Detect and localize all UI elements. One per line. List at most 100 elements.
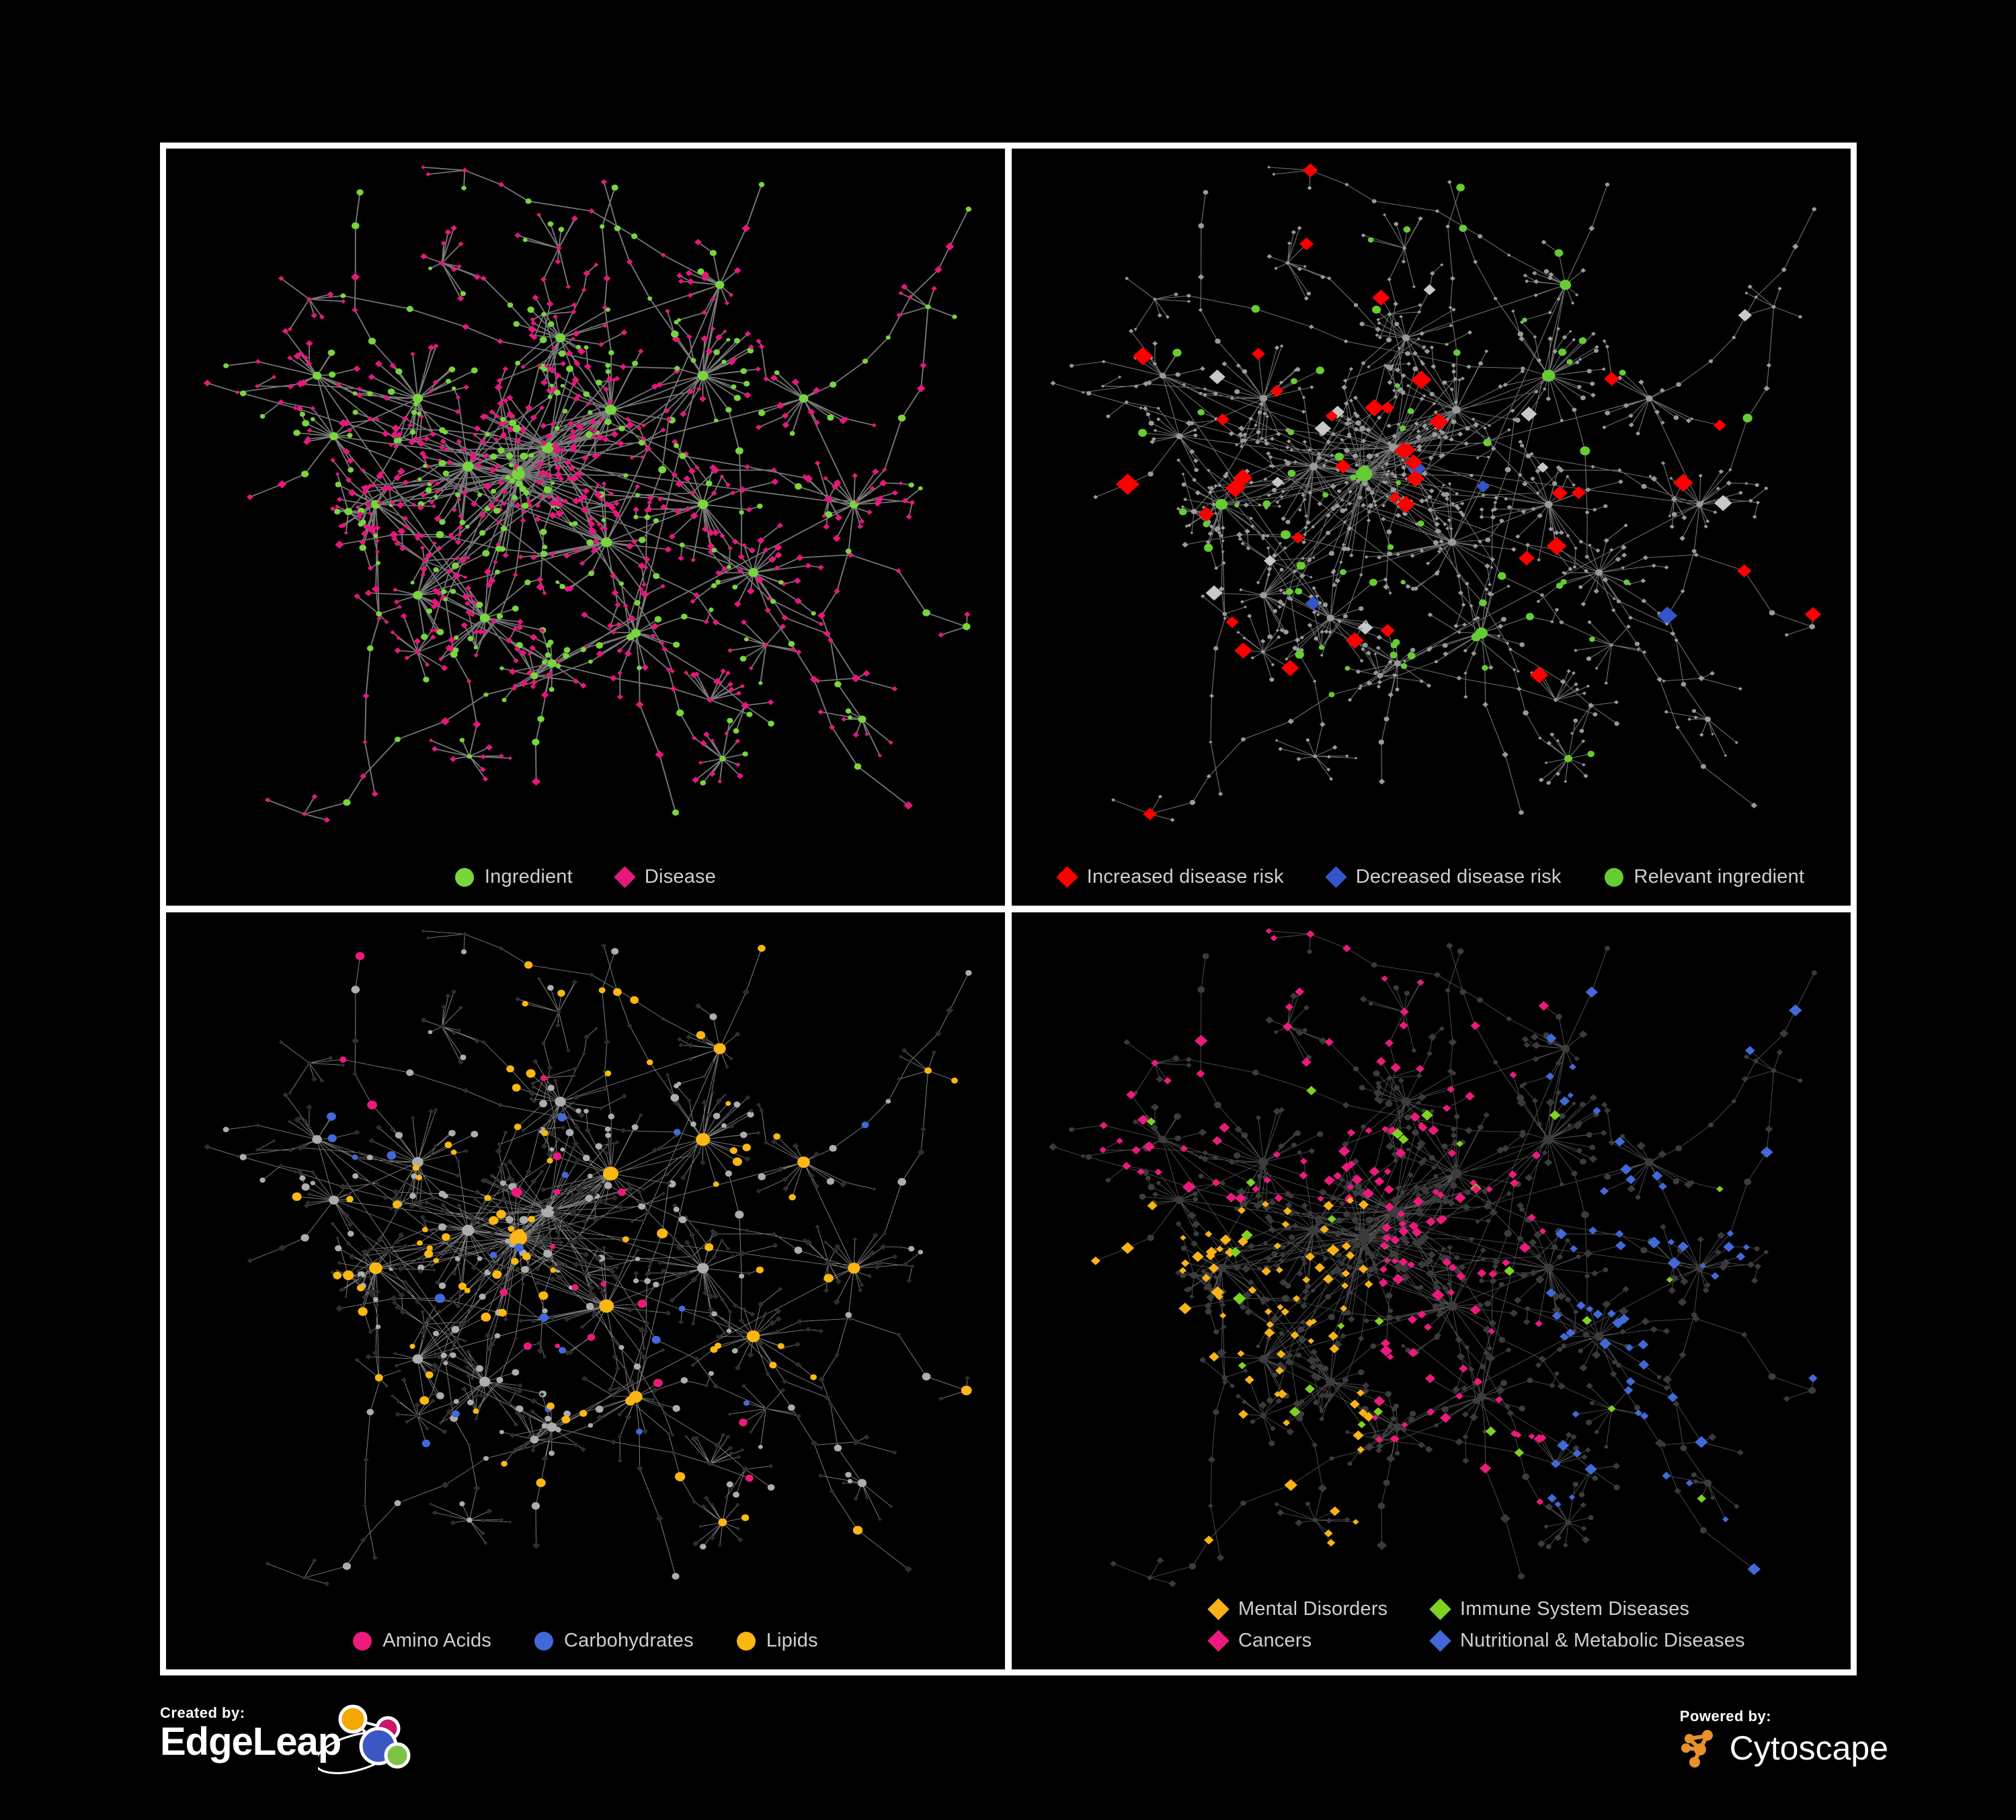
network-node[interactable] [531, 1084, 536, 1089]
network-node[interactable] [1401, 1427, 1407, 1433]
network-node[interactable] [737, 553, 745, 560]
network-node[interactable] [1364, 1280, 1373, 1288]
network-node[interactable] [1314, 1263, 1326, 1273]
network-node[interactable] [1212, 1136, 1223, 1146]
network-node[interactable] [1670, 631, 1676, 636]
network-node[interactable] [1709, 1495, 1716, 1501]
network-node[interactable] [735, 738, 741, 744]
network-node[interactable] [1353, 411, 1357, 416]
network-node[interactable] [514, 502, 522, 508]
network-node[interactable] [1262, 1201, 1269, 1208]
network-node[interactable] [725, 407, 732, 413]
network-node[interactable] [475, 1365, 484, 1372]
network-node[interactable] [1258, 1355, 1268, 1363]
network-node[interactable] [741, 1514, 750, 1521]
network-node[interactable] [1570, 301, 1575, 305]
network-node[interactable] [501, 489, 508, 495]
network-node[interactable] [1451, 363, 1456, 368]
network-node[interactable] [882, 467, 887, 473]
network-node[interactable] [1572, 1101, 1576, 1105]
network-node[interactable] [1131, 1146, 1141, 1154]
network-node[interactable] [1742, 413, 1752, 423]
network-node[interactable] [539, 405, 545, 411]
network-node[interactable] [1207, 1503, 1214, 1509]
network-node[interactable] [1580, 1502, 1586, 1508]
network-node[interactable] [1310, 1372, 1318, 1380]
network-node[interactable] [1202, 953, 1209, 959]
network-node[interactable] [474, 1417, 479, 1421]
network-node[interactable] [426, 171, 431, 177]
network-node[interactable] [1557, 1439, 1570, 1452]
network-node[interactable] [1433, 540, 1439, 545]
network-node[interactable] [735, 447, 743, 455]
network-node[interactable] [1280, 495, 1284, 499]
network-node[interactable] [596, 379, 602, 386]
network-node[interactable] [1277, 504, 1282, 508]
network-node[interactable] [342, 1562, 352, 1571]
network-node[interactable] [432, 587, 439, 594]
network-node[interactable] [1611, 1359, 1617, 1366]
network-node[interactable] [471, 1130, 479, 1138]
network-node[interactable] [1519, 551, 1535, 566]
network-node[interactable] [493, 1201, 499, 1206]
network-node[interactable] [530, 1398, 537, 1404]
network-node[interactable] [1156, 1181, 1161, 1185]
network-node[interactable] [374, 539, 380, 543]
network-node[interactable] [626, 543, 634, 550]
network-node[interactable] [1309, 1363, 1317, 1371]
network-node[interactable] [1326, 615, 1334, 622]
network-node[interactable] [608, 491, 614, 497]
network-node[interactable] [721, 1330, 728, 1336]
network-node[interactable] [823, 1288, 830, 1294]
network-node[interactable] [1547, 311, 1552, 315]
network-node[interactable] [467, 1399, 474, 1406]
network-node[interactable] [670, 686, 677, 693]
network-node[interactable] [1219, 1234, 1232, 1245]
network-node[interactable] [357, 1271, 365, 1278]
network-node[interactable] [635, 493, 640, 498]
network-node[interactable] [348, 489, 357, 497]
network-node[interactable] [1219, 1122, 1230, 1133]
network-node[interactable] [1543, 1135, 1554, 1144]
network-node[interactable] [1456, 676, 1462, 681]
network-node[interactable] [766, 596, 771, 601]
network-node[interactable] [743, 1400, 750, 1406]
network-node[interactable] [965, 970, 972, 976]
network-node[interactable] [1556, 297, 1561, 301]
network-node[interactable] [1537, 513, 1543, 519]
network-node[interactable] [493, 559, 498, 565]
network-node[interactable] [583, 1109, 589, 1114]
network-node[interactable] [1702, 1287, 1709, 1294]
network-node[interactable] [713, 418, 719, 423]
network-node[interactable] [403, 1243, 409, 1249]
network-node[interactable] [1525, 279, 1529, 284]
network-node[interactable] [792, 1142, 799, 1149]
network-node[interactable] [1337, 489, 1342, 493]
network-node[interactable] [340, 299, 346, 304]
network-node[interactable] [1377, 555, 1382, 560]
network-node[interactable] [1375, 1436, 1383, 1443]
network-node[interactable] [592, 538, 600, 545]
network-node[interactable] [656, 1146, 663, 1152]
network-node[interactable] [423, 436, 430, 442]
network-node[interactable] [1383, 363, 1387, 367]
network-node[interactable] [265, 1561, 270, 1567]
network-node[interactable] [1271, 477, 1284, 488]
network-node[interactable] [496, 1376, 503, 1384]
network-node[interactable] [711, 547, 717, 553]
network-node[interactable] [512, 1390, 518, 1395]
network-node[interactable] [1634, 1409, 1642, 1417]
network-node[interactable] [1376, 1057, 1386, 1066]
network-node[interactable] [656, 381, 663, 388]
network-node[interactable] [465, 524, 470, 529]
network-node[interactable] [540, 691, 549, 699]
network-node[interactable] [1314, 1357, 1321, 1363]
network-node[interactable] [1322, 463, 1327, 468]
network-node[interactable] [1359, 426, 1366, 432]
network-node[interactable] [1510, 547, 1517, 552]
network-node[interactable] [550, 1267, 557, 1273]
network-node[interactable] [879, 479, 887, 487]
network-node[interactable] [501, 1265, 507, 1270]
network-node[interactable] [586, 539, 594, 547]
network-node[interactable] [1357, 1389, 1365, 1397]
